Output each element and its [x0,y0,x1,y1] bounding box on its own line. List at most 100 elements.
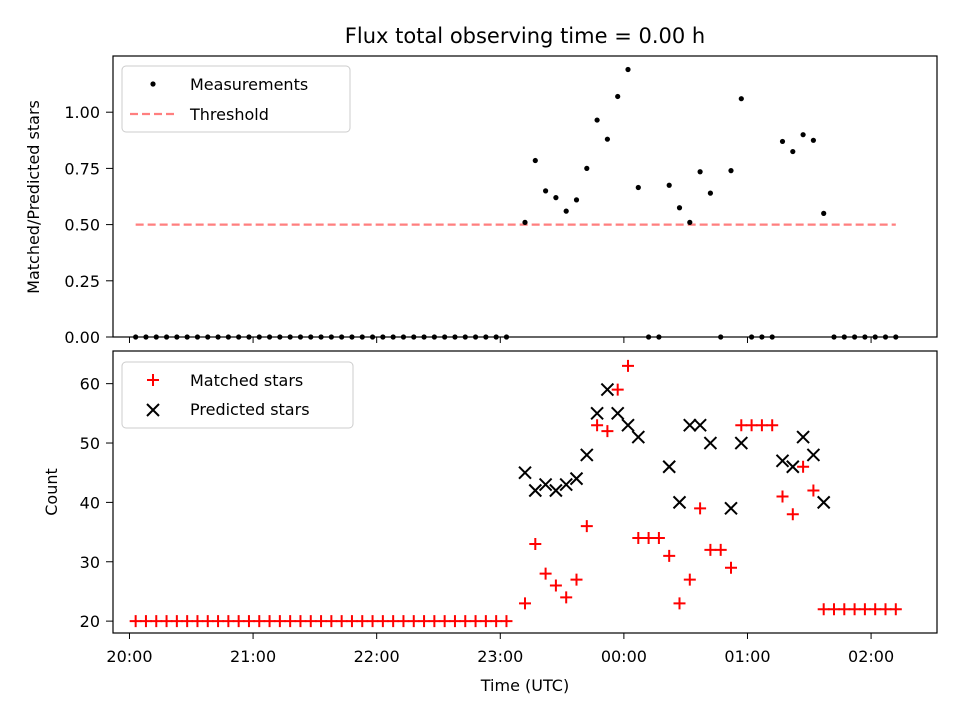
bottom-y-tick-label: 40 [80,493,100,512]
matched-point [673,597,686,610]
measurement-point [707,190,714,196]
predicted-legend-marker [146,403,160,417]
measurement-point [615,93,621,100]
predicted-point [816,495,831,510]
top-y-tick-label: 0.00 [64,328,100,347]
matched-point [622,359,634,372]
matched-point [683,573,696,586]
predicted-point [796,430,810,444]
measurement-point [676,205,683,211]
predicted-point [559,477,573,492]
predicted-point [786,460,800,474]
top-y-tick-label: 1.00 [64,103,100,122]
measurement-point [532,157,538,164]
predicted-point [724,501,738,516]
bottom-x-tick-label: 21:00 [230,647,276,666]
predicted-point [806,448,821,462]
measurement-point [800,132,806,138]
measurements-legend-marker [150,81,156,87]
bottom-legend: Matched stars Predicted stars [121,361,354,429]
bottom-y-ticks: 20 30 40 50 60 [80,375,113,631]
matched-point [438,615,451,628]
matched-point [869,603,882,616]
matched-point [304,615,317,628]
matched-point [745,419,758,432]
measurement-point [687,219,693,225]
matched-point [755,419,768,432]
predicted-point [703,436,718,450]
measurement-point [604,136,611,142]
predicted-point [672,495,687,510]
measurement-point [553,195,559,201]
bottom-y-tick-label: 20 [80,612,100,631]
matched-point [428,615,441,628]
predicted-point [610,406,625,421]
matched-point [580,520,593,533]
predicted-point [683,418,697,432]
matched-point [838,603,851,616]
measurement-point [594,117,600,123]
matched-point [828,603,840,616]
matched-point [500,615,513,628]
measurement-point [810,137,817,143]
matched-point [345,615,358,628]
bottom-x-ticks: 20:00 21:00 22:00 23:00 00:00 01:00 02:00 [106,633,894,666]
measurement-point [779,138,786,145]
matched-point [418,615,431,628]
matched-point [273,615,286,628]
matched-point [611,383,624,396]
matched-point [490,615,503,628]
predicted-point [600,382,615,397]
matched-point [242,615,255,628]
bottom-panel: 20 30 40 50 60 20:00 21:00 22:00 23:00 00:00 01:0… [42,350,938,695]
matched-point [632,532,645,545]
measurement-point [563,208,569,214]
top-y-axis-label: Matched/Predicted stars [24,100,43,294]
matched-point [284,615,297,628]
top-y-ticks: 0.00 0.25 0.50 0.75 1.00 [64,103,113,347]
top-plot-frame [112,55,938,338]
matched-legend-label: Matched stars [190,371,303,390]
bottom-x-tick-label: 01:00 [724,647,770,666]
predicted-point [621,418,635,432]
matched-point [469,615,482,628]
matched-point [889,603,902,616]
matched-point [315,615,328,628]
matched-point [150,615,163,628]
measurement-point [790,148,796,155]
top-y-tick-label: 0.75 [64,159,100,178]
matched-point [294,615,307,628]
measurement-point [697,169,703,175]
bottom-y-axis-label: Count [42,468,61,516]
matched-point [786,508,799,521]
matched-point [817,603,830,616]
matched-point [212,615,225,628]
measurement-point [821,210,827,216]
matched-point [704,543,717,556]
matched-point [652,532,665,545]
measurement-point [625,66,631,73]
matched-point [642,532,655,545]
predicted-point [569,471,584,486]
matched-point [366,615,379,628]
predicted-point [734,436,749,450]
top-legend-box [121,65,351,133]
matched-point [807,484,820,497]
matched-point [601,425,614,438]
matched-point [848,603,861,616]
matched-point [591,419,604,432]
bottom-y-tick-label: 30 [80,553,100,572]
bottom-y-tick-label: 50 [80,434,100,453]
matched-point [335,615,348,628]
measurements-legend-label: Measurements [190,75,308,94]
matched-point [448,615,461,628]
matched-point [325,615,338,628]
matched-point [387,615,400,628]
matched-point [129,615,142,628]
matched-point [858,603,871,616]
matched-point [549,579,562,592]
bottom-x-tick-label: 22:00 [354,647,400,666]
matched-point [539,567,552,580]
matched-point [222,615,235,628]
